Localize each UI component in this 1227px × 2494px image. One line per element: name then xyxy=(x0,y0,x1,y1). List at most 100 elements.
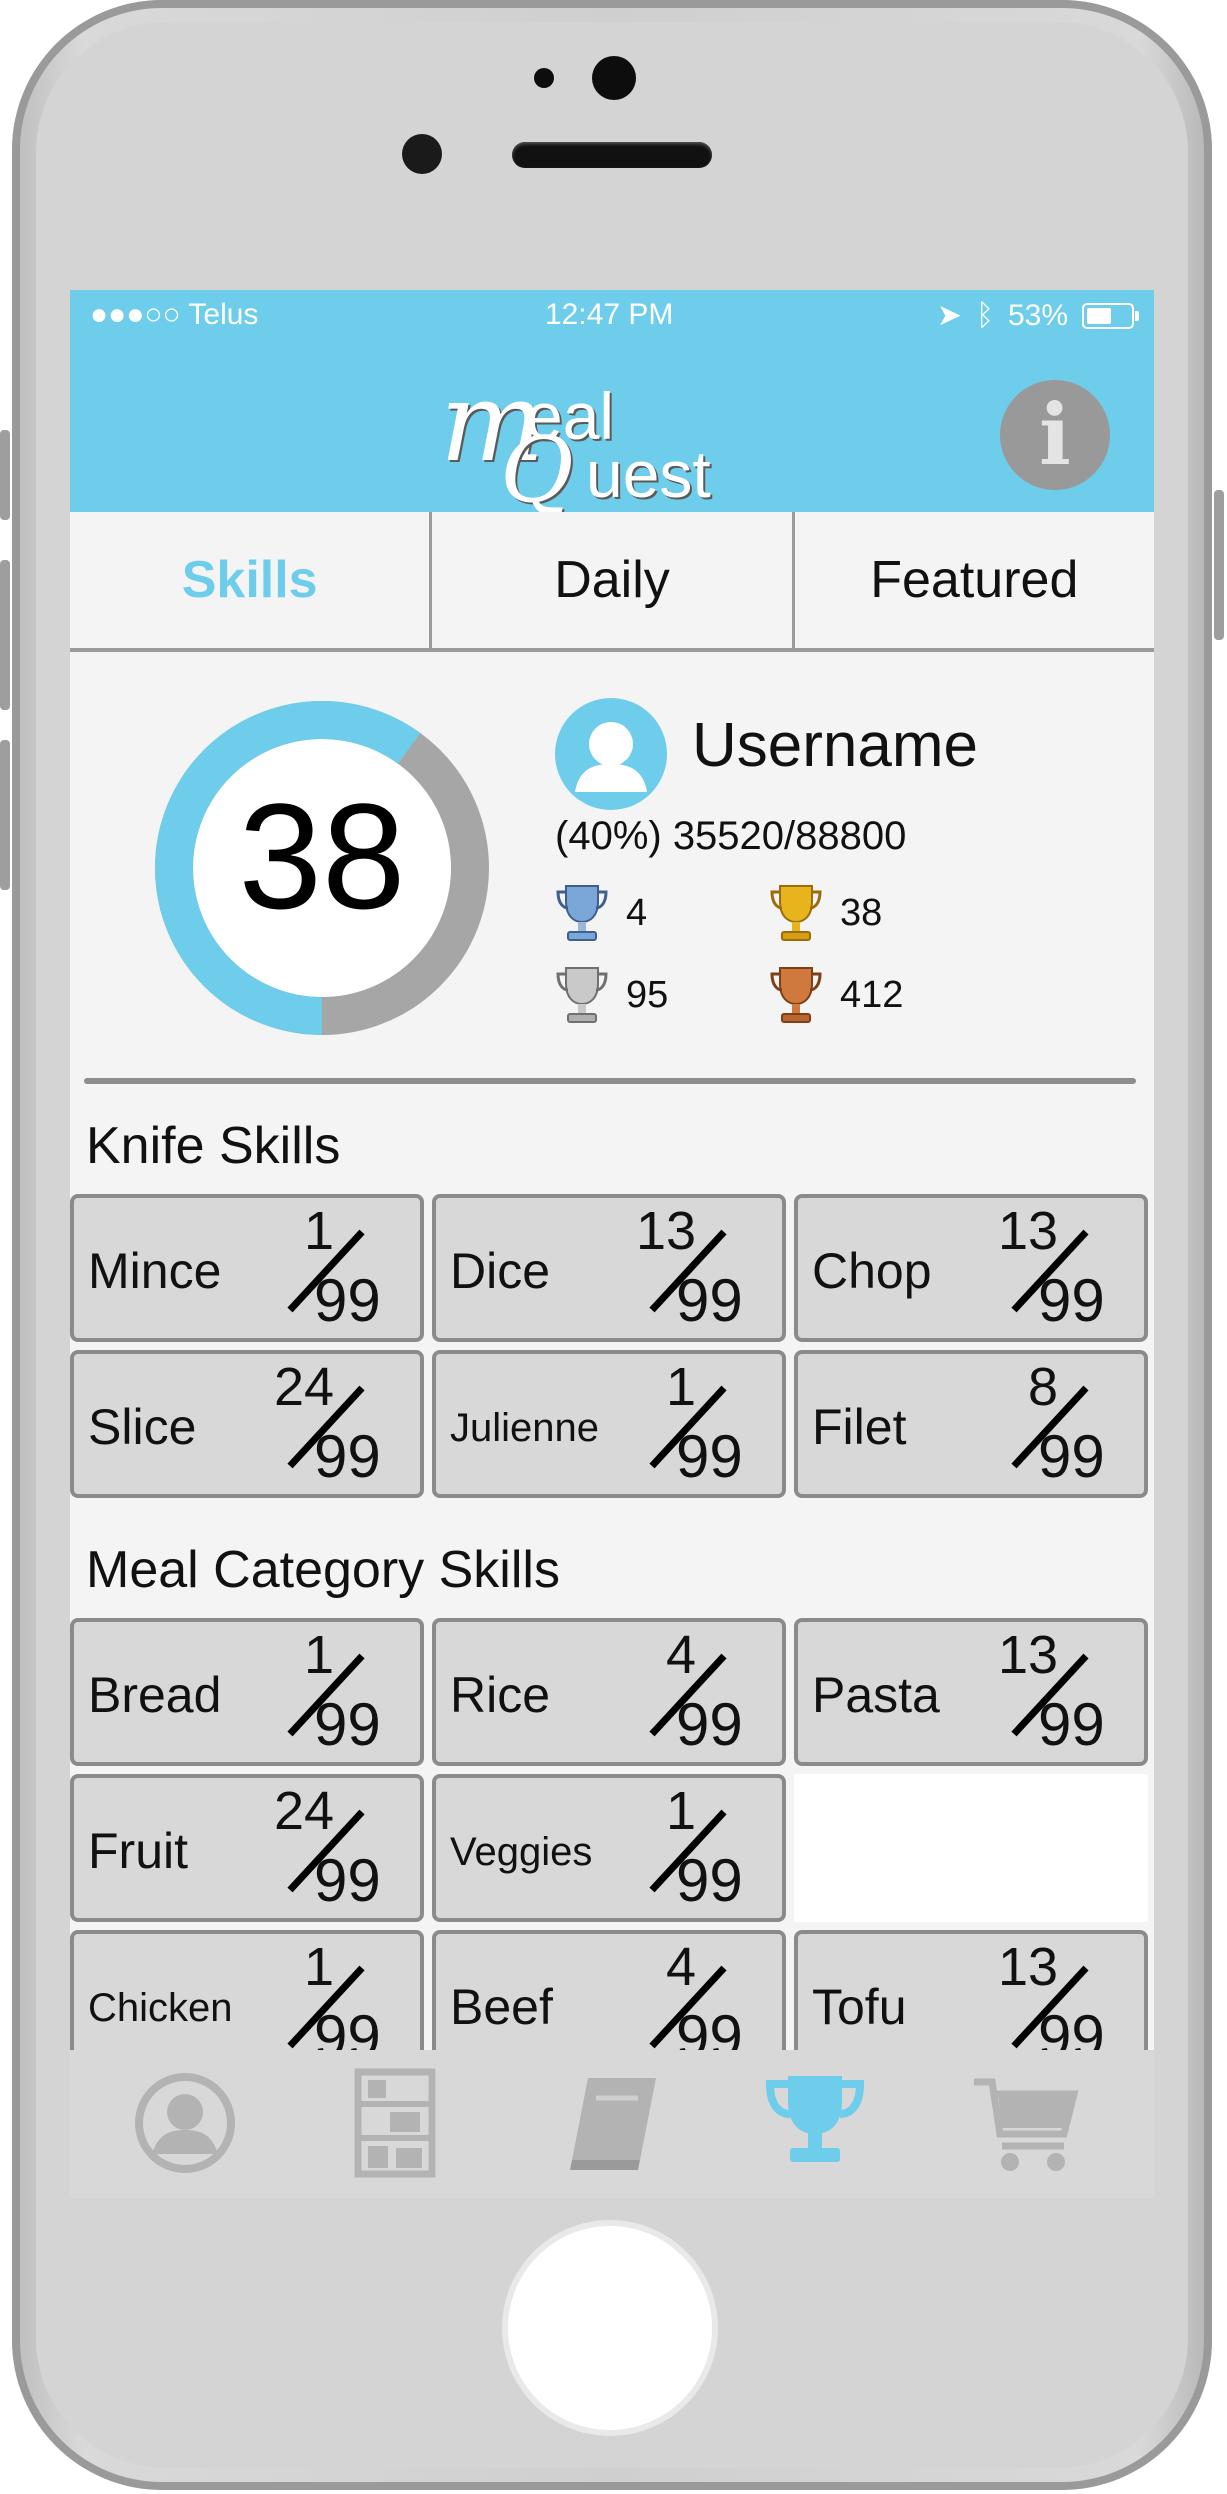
fraction-slash xyxy=(287,1385,365,1469)
fraction-slash xyxy=(287,1965,365,2049)
skill-card-bread[interactable]: Bread 1 99 xyxy=(70,1618,424,1766)
skill-max-level: 99 xyxy=(314,1267,381,1334)
knife-skills-title: Knife Skills xyxy=(86,1117,341,1175)
skill-card-pasta[interactable]: Pasta 13 99 xyxy=(794,1618,1148,1766)
fraction-slash xyxy=(649,1809,727,1893)
skill-name: Slice xyxy=(88,1399,197,1455)
earpiece-speaker xyxy=(512,142,712,168)
tab-featured[interactable]: Featured xyxy=(870,551,1079,609)
skill-level: 4 xyxy=(665,1937,696,1997)
section-divider xyxy=(84,1078,1136,1084)
skill-level: 1 xyxy=(665,1781,696,1841)
avatar-icon[interactable] xyxy=(555,698,667,810)
cart-icon[interactable] xyxy=(970,2068,1080,2178)
skill-name: Chicken xyxy=(88,1986,233,2030)
skill-card-slice[interactable]: Slice 24 99 xyxy=(70,1350,424,1498)
skill-max-level: 99 xyxy=(314,1691,381,1758)
battery-icon xyxy=(1082,302,1139,329)
bronze-count: 412 xyxy=(840,973,904,1016)
battery-percent: 53% xyxy=(1007,298,1068,332)
skill-name: Fruit xyxy=(88,1823,188,1879)
skill-card-rice[interactable]: Rice 4 99 xyxy=(432,1618,786,1766)
skill-card-dice[interactable]: Dice 13 99 xyxy=(432,1194,786,1342)
skill-name: Chop xyxy=(812,1243,932,1299)
fraction-slash xyxy=(649,1229,727,1313)
location-icon: ➤ xyxy=(936,299,962,332)
book-icon[interactable] xyxy=(558,2068,668,2178)
front-camera xyxy=(592,56,636,100)
level-progress-arc xyxy=(155,701,489,1035)
platinum-trophy-icon xyxy=(556,885,608,941)
fraction-slash xyxy=(287,1809,365,1893)
skill-max-level: 99 xyxy=(676,1267,743,1334)
xp-progress-text: (40%) 35520/88800 xyxy=(555,814,907,858)
trophy-icon[interactable] xyxy=(760,2068,870,2178)
skill-max-level: 99 xyxy=(676,1847,743,1914)
skill-max-level: 99 xyxy=(1038,1267,1105,1334)
skill-card-fruit[interactable]: Fruit 24 99 xyxy=(70,1774,424,1922)
skill-name: Rice xyxy=(450,1667,551,1723)
skill-name: Dice xyxy=(450,1243,551,1299)
skill-name: Mince xyxy=(88,1243,222,1299)
gold-count: 38 xyxy=(840,891,883,934)
bronze-trophy-icon xyxy=(770,967,822,1023)
gold-trophy-count: 38 xyxy=(768,882,882,944)
power-button xyxy=(1214,490,1224,640)
skill-level: 24 xyxy=(274,1781,335,1841)
username: Username xyxy=(692,711,978,780)
skill-max-level: 99 xyxy=(676,1691,743,1758)
volume-down-button xyxy=(0,740,10,890)
skill-card-veggies[interactable]: Veggies 1 99 xyxy=(432,1774,786,1922)
meal-category-title: Meal Category Skills xyxy=(86,1541,560,1599)
carrier-label: ●●●○○ Telus xyxy=(90,298,259,331)
skill-level: 4 xyxy=(665,1625,696,1685)
fraction-slash xyxy=(1011,1385,1089,1469)
tab-bar: Skills Daily Featured xyxy=(70,512,1154,652)
skill-level: 13 xyxy=(636,1201,697,1261)
pantry-icon[interactable] xyxy=(340,2068,450,2178)
skill-card-mince[interactable]: Mince 1 99 xyxy=(70,1194,424,1342)
clock: 12:47 PM xyxy=(545,298,674,331)
bottom-nav xyxy=(70,2050,1154,2198)
skill-card-julienne[interactable]: Julienne 1 99 xyxy=(432,1350,786,1498)
skill-name: Veggies xyxy=(450,1830,593,1874)
tab-skills[interactable]: Skills xyxy=(70,512,433,648)
bronze-trophy-count: 412 xyxy=(768,964,903,1026)
fraction-slash xyxy=(1011,1965,1089,2049)
level-number: 38 xyxy=(238,772,406,940)
skill-level: 1 xyxy=(665,1357,696,1417)
home-button[interactable] xyxy=(508,2226,712,2430)
skill-max-level: 99 xyxy=(1038,1691,1105,1758)
bluetooth-icon: ᛒ xyxy=(975,298,994,332)
skill-name: Beef xyxy=(450,1979,553,2035)
fraction-slash xyxy=(1011,1229,1089,1313)
skill-max-level: 99 xyxy=(676,1423,743,1490)
tab-daily[interactable]: Daily xyxy=(432,512,795,648)
skill-level: 13 xyxy=(998,1625,1059,1685)
info-icon[interactable]: i xyxy=(1000,380,1110,490)
skill-level: 24 xyxy=(274,1357,335,1417)
skill-max-level: 99 xyxy=(314,1423,381,1490)
skill-level: 1 xyxy=(303,1625,334,1685)
level-progress-ring xyxy=(155,701,489,1035)
skill-name: Julienne xyxy=(450,1406,600,1450)
skill-name: Pasta xyxy=(812,1667,940,1723)
skill-name: Filet xyxy=(812,1399,907,1455)
silver-trophy-icon xyxy=(556,967,608,1023)
fraction-slash xyxy=(649,1653,727,1737)
skill-max-level: 99 xyxy=(1038,1423,1105,1490)
profile-icon[interactable] xyxy=(130,2068,240,2178)
platinum-trophy-count: 4 xyxy=(554,882,647,944)
skill-level: 13 xyxy=(998,1201,1059,1261)
volume-up-button xyxy=(0,560,10,710)
mute-switch xyxy=(0,430,10,520)
skill-max-level: 99 xyxy=(314,1847,381,1914)
skill-level: 1 xyxy=(303,1937,334,1997)
skill-name: Bread xyxy=(88,1667,222,1723)
skill-card-filet[interactable]: Filet 8 99 xyxy=(794,1350,1148,1498)
skill-card-chop[interactable]: Chop 13 99 xyxy=(794,1194,1148,1342)
skill-level: 1 xyxy=(303,1201,334,1261)
fraction-slash xyxy=(287,1653,365,1737)
